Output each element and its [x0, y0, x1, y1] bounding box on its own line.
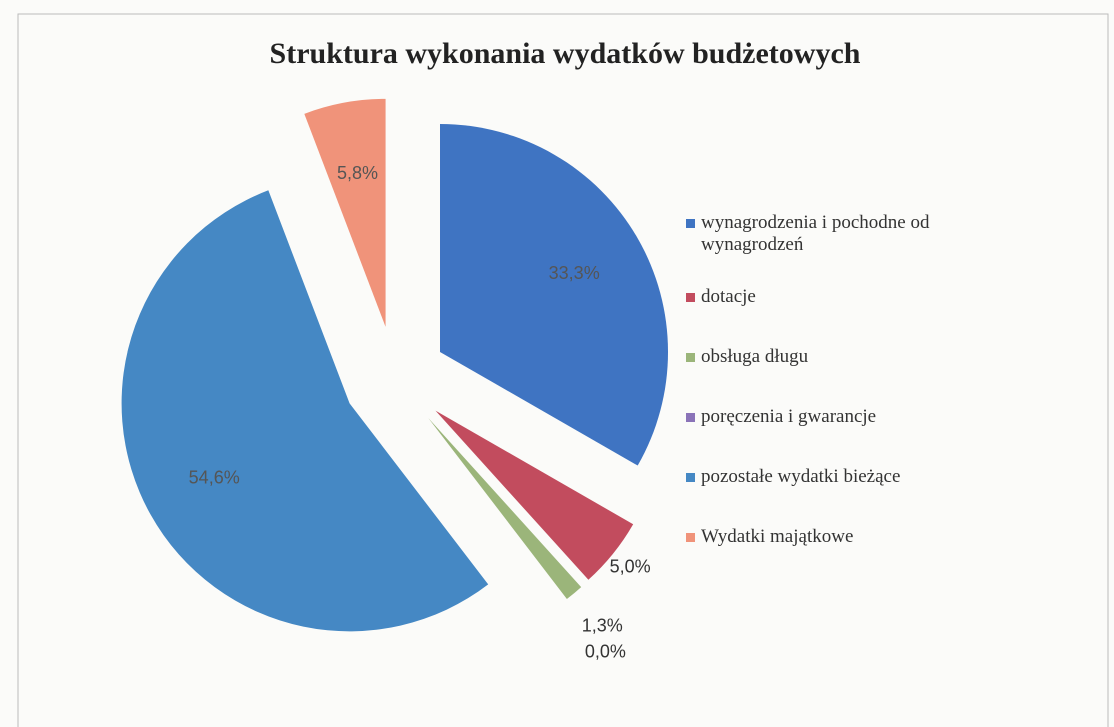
legend-label: poręczenia i gwarancje — [701, 406, 877, 427]
legend-item: poręczenia i gwarancje — [686, 406, 996, 466]
pie-slice — [121, 190, 489, 632]
legend-label: dotacje — [701, 286, 756, 307]
legend-item: wynagrodzenia i pochodne od wynagrodzeń — [686, 212, 996, 286]
legend-label: wynagrodzenia i pochodne od wynagrodzeń — [701, 212, 930, 255]
legend-item: pozostałe wydatki bieżące — [686, 466, 996, 526]
data-label: 1,3% — [582, 616, 623, 636]
data-label: 5,0% — [610, 556, 651, 576]
pie-slice — [435, 410, 634, 580]
legend-swatch — [686, 293, 695, 302]
data-label: 54,6% — [189, 468, 240, 488]
legend-item: dotacje — [686, 286, 996, 346]
pie-slice — [428, 417, 582, 599]
legend-swatch — [686, 413, 695, 422]
legend: wynagrodzenia i pochodne od wynagrodzeń d… — [686, 212, 996, 586]
data-label: 33,3% — [549, 263, 600, 283]
data-label: 5,8% — [337, 163, 378, 183]
pie-slice — [440, 123, 669, 466]
legend-label: pozostałe wydatki bieżące — [701, 466, 901, 487]
legend-label: Wydatki majątkowe — [701, 526, 854, 547]
legend-item: Wydatki majątkowe — [686, 526, 996, 586]
legend-swatch — [686, 219, 695, 228]
legend-swatch — [686, 473, 695, 482]
legend-item: obsługa długu — [686, 346, 996, 406]
legend-swatch — [686, 353, 695, 362]
pie-slice — [304, 98, 386, 327]
data-label: 0,0% — [585, 641, 626, 661]
legend-label: obsługa długu — [701, 346, 809, 367]
chart-title: Struktura wykonania wydatków budżetowych — [270, 37, 861, 70]
legend-swatch — [686, 533, 695, 542]
